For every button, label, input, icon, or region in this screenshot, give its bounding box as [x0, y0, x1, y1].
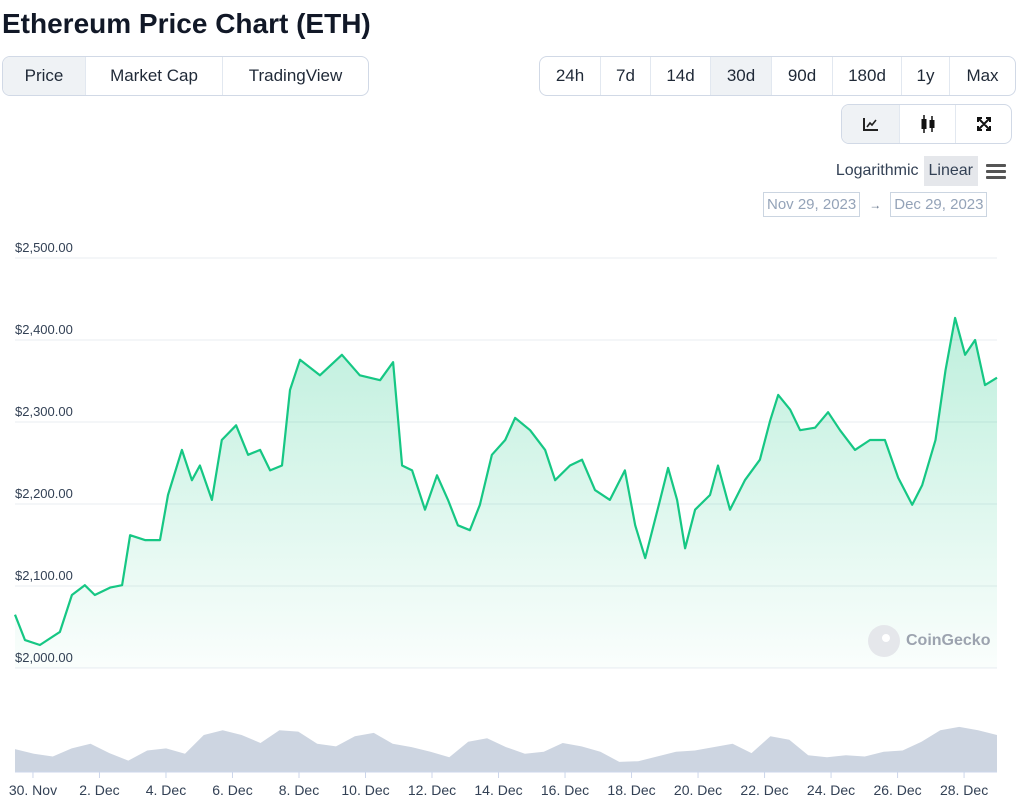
tab-tradingview[interactable]: TradingView: [222, 57, 368, 95]
date-from-input[interactable]: Nov 29, 2023: [763, 192, 861, 217]
range-24h[interactable]: 24h: [555, 66, 585, 85]
scale-linear[interactable]: Linear: [923, 156, 978, 186]
candlestick-icon: [921, 115, 934, 133]
x-tick-label: 20. Dec: [674, 782, 722, 798]
tab-market-cap[interactable]: Market Cap: [85, 57, 222, 95]
x-tick-label: 8. Dec: [279, 782, 319, 798]
x-tick-label: 4. Dec: [146, 782, 186, 798]
arrow-right-icon: →: [869, 197, 882, 212]
price-line: [13, 316, 998, 647]
chart-tabs: Price Market Cap TradingView: [2, 56, 369, 96]
chart-type-selector: [841, 104, 1012, 144]
range-7d[interactable]: 7d: [600, 57, 650, 95]
line-chart-button[interactable]: [842, 105, 899, 143]
candlestick-button[interactable]: [899, 105, 955, 143]
x-tick-label: 18. Dec: [607, 782, 655, 798]
x-tick-label: 30. Nov: [9, 782, 57, 798]
tab-price[interactable]: Price: [3, 57, 85, 95]
x-tick-label: 10. Dec: [341, 782, 389, 798]
y-tick-label: $2,500.00: [15, 240, 73, 255]
page-title: Ethereum Price Chart (ETH): [2, 8, 371, 39]
watermark-text: CoinGecko: [906, 632, 991, 649]
fullscreen-icon: [976, 117, 991, 131]
x-tick-label: 28. Dec: [940, 782, 988, 798]
coingecko-watermark: CoinGecko: [868, 625, 990, 657]
x-tick-label: 2. Dec: [79, 782, 119, 798]
date-range: Nov 29, 2023 → Dec 29, 2023: [763, 192, 988, 217]
x-tick-label: 26. Dec: [873, 782, 921, 798]
y-tick-label: $2,000.00: [15, 650, 73, 665]
time-range-selector: 24h 7d 14d 30d 90d 180d 1y Max: [539, 56, 1016, 96]
date-to-input[interactable]: Dec 29, 2023: [890, 192, 988, 217]
price-area: [15, 317, 997, 668]
range-max[interactable]: Max: [949, 57, 1015, 95]
scale-logarithmic[interactable]: Logarithmic: [835, 162, 919, 179]
range-30d[interactable]: 30d: [710, 57, 771, 95]
y-tick-label: $2,300.00: [15, 404, 73, 419]
volume-area: [15, 726, 997, 772]
range-90d[interactable]: 90d: [771, 57, 832, 95]
x-tick-label: 6. Dec: [212, 782, 252, 798]
range-1y[interactable]: 1y: [901, 57, 949, 95]
scale-toggle: Logarithmic Linear: [831, 156, 1006, 186]
range-180d[interactable]: 180d: [832, 57, 901, 95]
coingecko-logo-icon: [868, 625, 900, 657]
x-tick-label: 14. Dec: [474, 782, 522, 798]
y-tick-label: $2,100.00: [15, 568, 73, 583]
x-tick-label: 16. Dec: [541, 782, 589, 798]
range-14d[interactable]: 14d: [650, 57, 710, 95]
fullscreen-button[interactable]: [955, 105, 1011, 143]
y-tick-label: $2,400.00: [15, 322, 73, 337]
menu-icon[interactable]: [986, 163, 1006, 179]
x-tick-label: 24. Dec: [807, 782, 855, 798]
line-chart-icon: [862, 118, 878, 131]
x-tick-label: 22. Dec: [740, 782, 788, 798]
y-tick-label: $2,200.00: [15, 486, 73, 501]
x-tick-label: 12. Dec: [408, 782, 456, 798]
